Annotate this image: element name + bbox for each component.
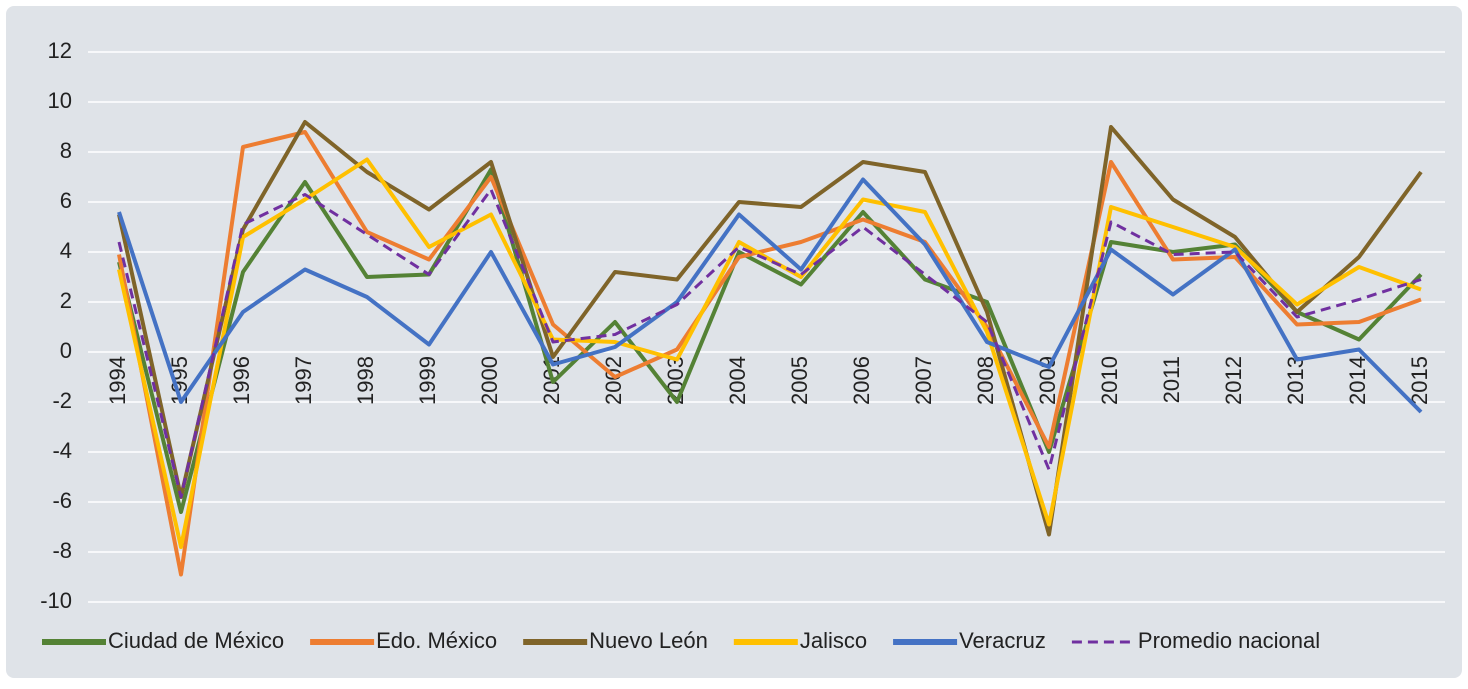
x-tick-label: 2004 — [725, 356, 750, 405]
line-series — [117, 188, 1422, 499]
y-tick-label: 0 — [60, 338, 72, 363]
line-series — [117, 130, 1422, 577]
x-tick-label: 1998 — [353, 356, 378, 405]
legend-label: Veracruz — [959, 628, 1046, 653]
x-tick-label: 2000 — [477, 356, 502, 405]
x-tick-label: 1994 — [105, 356, 130, 405]
y-tick-label: 8 — [60, 138, 72, 163]
legend-label: Jalisco — [800, 628, 867, 653]
x-tick-label: 2013 — [1283, 356, 1308, 405]
y-tick-label: -8 — [52, 538, 72, 563]
x-tick-label: 2002 — [601, 356, 626, 405]
legend-label: Nuevo León — [589, 628, 708, 653]
x-tick-label: 1999 — [415, 356, 440, 405]
y-tick-label: -2 — [52, 388, 72, 413]
x-tick-label: 2006 — [849, 356, 874, 405]
x-tick-label: 2011 — [1159, 356, 1184, 403]
line-series — [117, 167, 1423, 514]
y-tick-label: -4 — [52, 438, 72, 463]
x-tick-label: 2014 — [1345, 356, 1370, 405]
legend-label: Promedio nacional — [1138, 628, 1320, 653]
x-tick-label: 2015 — [1407, 356, 1432, 405]
x-tick-label: 2005 — [787, 356, 812, 405]
line-series — [117, 120, 1423, 537]
x-tick-label: 2008 — [973, 356, 998, 405]
y-tick-label: 2 — [60, 288, 72, 313]
legend-label: Edo. México — [376, 628, 497, 653]
y-tick-label: 10 — [48, 88, 72, 113]
line-series — [117, 177, 1423, 414]
x-tick-label: 1997 — [291, 356, 316, 405]
x-tick-label: 2012 — [1221, 356, 1246, 405]
y-tick-label: 12 — [48, 38, 72, 63]
line-series — [117, 157, 1422, 549]
x-tick-label: 1996 — [229, 356, 254, 405]
legend-label: Ciudad de México — [108, 628, 284, 653]
y-tick-label: -10 — [40, 588, 72, 613]
y-tick-label: -6 — [52, 488, 72, 513]
x-tick-label: 2010 — [1097, 356, 1122, 405]
y-tick-label: 4 — [60, 238, 72, 263]
x-tick-label: 2007 — [911, 356, 936, 405]
y-tick-label: 6 — [60, 188, 72, 213]
